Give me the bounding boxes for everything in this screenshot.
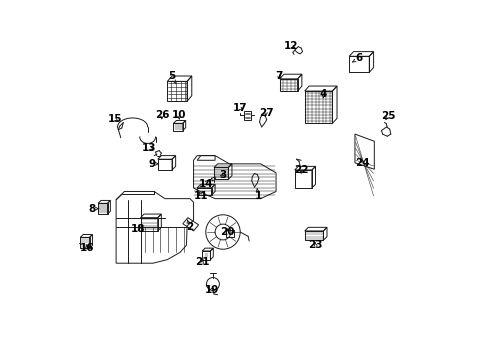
Text: 11: 11 — [194, 191, 208, 201]
Text: 23: 23 — [307, 240, 322, 250]
Text: 17: 17 — [232, 103, 247, 113]
Text: 7: 7 — [274, 71, 282, 81]
Text: 13: 13 — [142, 143, 156, 153]
Text: 10: 10 — [172, 111, 186, 121]
Text: 3: 3 — [219, 170, 226, 180]
Text: 15: 15 — [107, 114, 122, 124]
Text: 19: 19 — [204, 285, 218, 296]
Text: 1: 1 — [254, 188, 261, 201]
Text: 12: 12 — [284, 41, 298, 50]
Text: 4: 4 — [319, 89, 326, 99]
Text: 14: 14 — [198, 179, 213, 189]
Text: 22: 22 — [293, 165, 308, 175]
Text: 20: 20 — [220, 227, 234, 237]
Text: 27: 27 — [258, 108, 273, 118]
Text: 2: 2 — [186, 220, 193, 232]
Text: 9: 9 — [148, 159, 158, 169]
Text: 26: 26 — [155, 111, 169, 121]
Text: 16: 16 — [79, 243, 94, 253]
Text: 25: 25 — [380, 111, 394, 121]
Text: 24: 24 — [354, 158, 368, 168]
Text: 6: 6 — [352, 53, 362, 63]
Text: 8: 8 — [88, 204, 99, 214]
Text: 21: 21 — [195, 257, 209, 267]
Text: 18: 18 — [130, 225, 144, 234]
Text: 5: 5 — [168, 71, 175, 84]
